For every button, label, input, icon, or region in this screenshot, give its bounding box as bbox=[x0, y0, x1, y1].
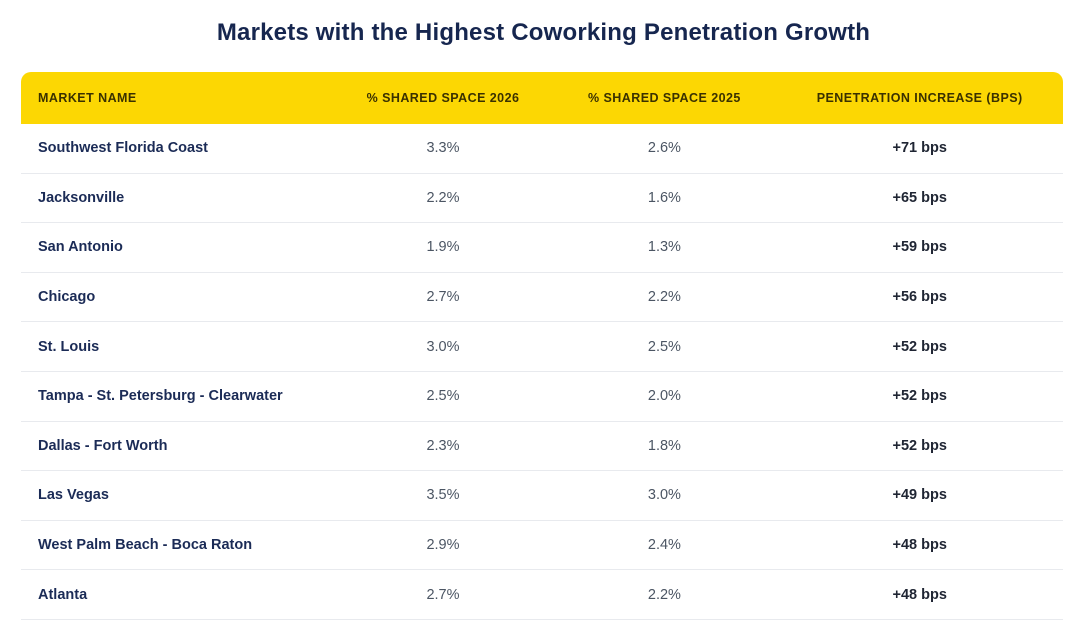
increase-cell: +65 bps bbox=[776, 174, 1063, 224]
column-header-penetration-increase: PENETRATION INCREASE (BPS) bbox=[776, 72, 1063, 124]
market-name-cell: San Antonio bbox=[21, 223, 334, 273]
market-name-cell: Jacksonville bbox=[21, 174, 334, 224]
space-2026-cell: 2.3% bbox=[333, 422, 553, 472]
table-row: San Antonio 1.9% 1.3% +59 bps bbox=[21, 223, 1063, 273]
space-2025-cell: 1.3% bbox=[552, 223, 777, 273]
increase-cell: +52 bps bbox=[776, 322, 1063, 372]
space-2026-cell: 2.9% bbox=[333, 521, 553, 571]
market-name-cell: Atlanta bbox=[21, 570, 334, 620]
increase-cell: +52 bps bbox=[776, 422, 1063, 472]
increase-cell: +49 bps bbox=[776, 471, 1063, 521]
space-2025-cell: 1.8% bbox=[552, 422, 777, 472]
space-2026-cell: 1.9% bbox=[333, 223, 553, 273]
table-body: Southwest Florida Coast 3.3% 2.6% +71 bp… bbox=[21, 124, 1063, 620]
table-row: Chicago 2.7% 2.2% +56 bps bbox=[21, 273, 1063, 323]
space-2025-cell: 1.6% bbox=[552, 174, 777, 224]
space-2025-cell: 2.5% bbox=[552, 322, 777, 372]
space-2026-cell: 2.2% bbox=[333, 174, 553, 224]
market-name-cell: St. Louis bbox=[21, 322, 334, 372]
table-row: Dallas - Fort Worth 2.3% 1.8% +52 bps bbox=[21, 422, 1063, 472]
market-name-cell: Chicago bbox=[21, 273, 334, 323]
penetration-table: MARKET NAME % SHARED SPACE 2026 % SHARED… bbox=[21, 72, 1063, 620]
space-2026-cell: 2.5% bbox=[333, 372, 553, 422]
table-row: Southwest Florida Coast 3.3% 2.6% +71 bp… bbox=[21, 124, 1063, 174]
table-row: Atlanta 2.7% 2.2% +48 bps bbox=[21, 570, 1063, 620]
space-2026-cell: 2.7% bbox=[333, 273, 553, 323]
increase-cell: +48 bps bbox=[776, 521, 1063, 571]
space-2026-cell: 3.3% bbox=[333, 124, 553, 174]
increase-cell: +52 bps bbox=[776, 372, 1063, 422]
table-header-row: MARKET NAME % SHARED SPACE 2026 % SHARED… bbox=[21, 72, 1063, 124]
increase-cell: +71 bps bbox=[776, 124, 1063, 174]
space-2025-cell: 2.0% bbox=[552, 372, 777, 422]
space-2025-cell: 2.4% bbox=[552, 521, 777, 571]
table-row: West Palm Beach - Boca Raton 2.9% 2.4% +… bbox=[21, 521, 1063, 571]
penetration-table-container: MARKET NAME % SHARED SPACE 2026 % SHARED… bbox=[21, 72, 1063, 620]
increase-cell: +59 bps bbox=[776, 223, 1063, 273]
table-row: Tampa - St. Petersburg - Clearwater 2.5%… bbox=[21, 372, 1063, 422]
market-name-cell: Las Vegas bbox=[21, 471, 334, 521]
space-2025-cell: 3.0% bbox=[552, 471, 777, 521]
increase-cell: +56 bps bbox=[776, 273, 1063, 323]
space-2026-cell: 2.7% bbox=[333, 570, 553, 620]
column-header-shared-space-2026: % SHARED SPACE 2026 bbox=[333, 72, 553, 124]
page-title: Markets with the Highest Coworking Penet… bbox=[216, 19, 871, 46]
market-name-cell: West Palm Beach - Boca Raton bbox=[21, 521, 334, 571]
column-header-market-name: MARKET NAME bbox=[21, 72, 334, 124]
table-row: St. Louis 3.0% 2.5% +52 bps bbox=[21, 322, 1063, 372]
table-row: Jacksonville 2.2% 1.6% +65 bps bbox=[21, 174, 1063, 224]
space-2026-cell: 3.5% bbox=[333, 471, 553, 521]
market-name-cell: Southwest Florida Coast bbox=[21, 124, 334, 174]
column-header-shared-space-2025: % SHARED SPACE 2025 bbox=[552, 72, 777, 124]
space-2025-cell: 2.6% bbox=[552, 124, 777, 174]
market-name-cell: Tampa - St. Petersburg - Clearwater bbox=[21, 372, 334, 422]
table-header: MARKET NAME % SHARED SPACE 2026 % SHARED… bbox=[21, 72, 1063, 124]
space-2025-cell: 2.2% bbox=[552, 570, 777, 620]
market-name-cell: Dallas - Fort Worth bbox=[21, 422, 334, 472]
increase-cell: +48 bps bbox=[776, 570, 1063, 620]
table-row: Las Vegas 3.5% 3.0% +49 bps bbox=[21, 471, 1063, 521]
space-2026-cell: 3.0% bbox=[333, 322, 553, 372]
space-2025-cell: 2.2% bbox=[552, 273, 777, 323]
